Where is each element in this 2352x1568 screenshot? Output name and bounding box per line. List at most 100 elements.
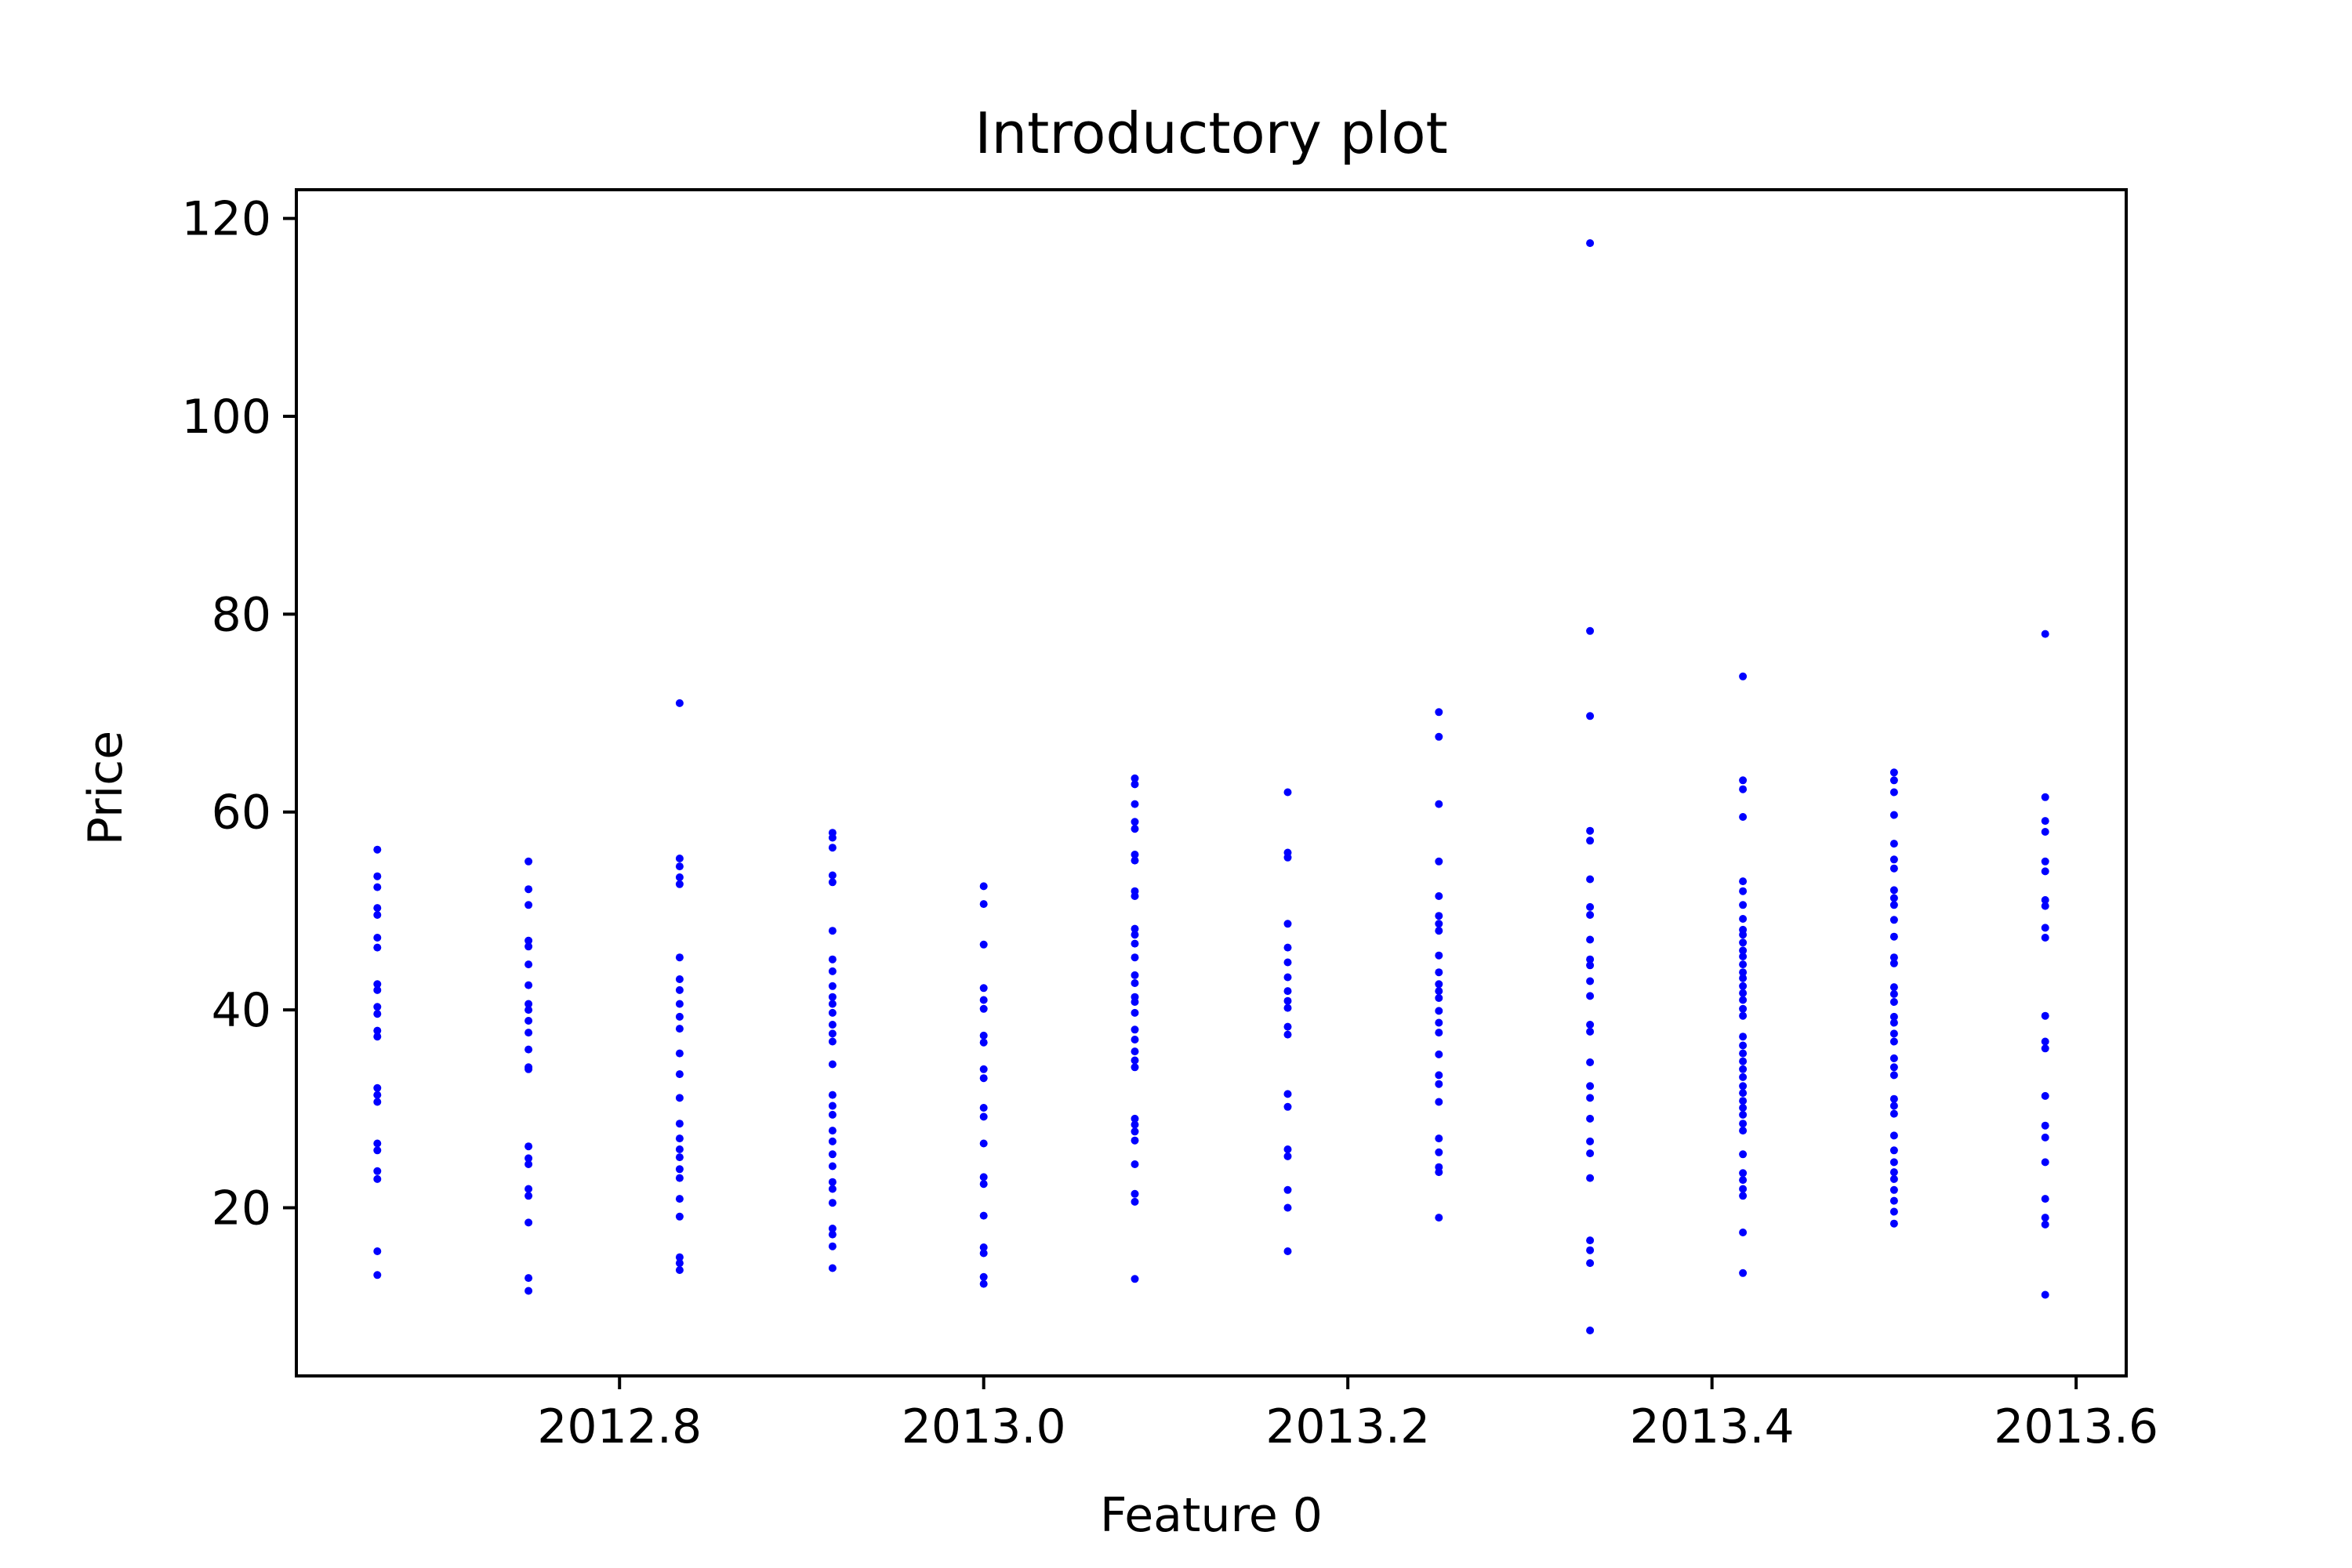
data-point xyxy=(373,911,382,919)
data-point xyxy=(1586,1246,1595,1254)
data-point xyxy=(1889,886,1898,895)
data-point xyxy=(828,1000,837,1008)
data-point xyxy=(1889,1029,1898,1038)
data-point xyxy=(524,942,533,951)
data-point xyxy=(1739,1073,1748,1081)
data-point xyxy=(1283,1247,1292,1255)
data-point xyxy=(1283,987,1292,996)
data-point xyxy=(1889,1071,1898,1080)
data-point xyxy=(1889,1168,1898,1177)
data-point xyxy=(2041,1121,2049,1130)
data-point xyxy=(2041,1290,2049,1299)
data-point xyxy=(1739,1120,1748,1128)
data-point xyxy=(828,1162,837,1171)
data-point xyxy=(1131,774,1139,782)
data-point xyxy=(1889,788,1898,797)
data-point xyxy=(1739,887,1748,895)
data-point xyxy=(675,1134,684,1143)
data-point xyxy=(373,1033,382,1041)
data-point xyxy=(675,1253,684,1261)
data-point xyxy=(373,934,382,942)
x-tick-label: 2013.0 xyxy=(902,1399,1066,1454)
x-axis-ticks: 2012.8 2013.0 2013.2 2013.4 2013.6 xyxy=(537,1376,2158,1454)
data-point xyxy=(828,967,837,975)
data-point xyxy=(979,1038,988,1047)
data-point xyxy=(1283,1203,1292,1212)
data-point xyxy=(675,1259,684,1268)
data-point xyxy=(1586,626,1595,635)
data-point xyxy=(2041,793,2049,801)
data-point xyxy=(1283,996,1292,1005)
data-point xyxy=(675,985,684,994)
data-point xyxy=(373,943,382,952)
data-point xyxy=(1889,1207,1898,1216)
data-point xyxy=(1283,943,1292,952)
data-point xyxy=(1586,961,1595,970)
data-point xyxy=(675,1000,684,1008)
data-point xyxy=(1889,894,1898,902)
data-point xyxy=(1131,1114,1139,1123)
data-point xyxy=(1131,1136,1139,1145)
data-point xyxy=(1131,1056,1139,1065)
data-point xyxy=(2041,1220,2049,1229)
data-point xyxy=(524,1006,533,1014)
data-point xyxy=(675,1049,684,1058)
data-point xyxy=(1586,875,1595,884)
data-point xyxy=(1131,931,1139,939)
data-point xyxy=(1889,840,1898,848)
data-point xyxy=(979,1031,988,1040)
data-point xyxy=(675,880,684,888)
data-point xyxy=(675,953,684,962)
y-tick-label: 20 xyxy=(212,1181,271,1236)
data-point xyxy=(373,1003,382,1011)
data-points xyxy=(373,239,2049,1334)
data-point xyxy=(1889,983,1898,992)
data-point xyxy=(1739,672,1748,681)
data-point xyxy=(1739,1150,1748,1159)
data-point xyxy=(1131,1275,1139,1283)
data-point xyxy=(675,1266,684,1274)
data-point xyxy=(828,927,837,935)
data-point xyxy=(675,1195,684,1203)
data-point xyxy=(828,982,837,990)
data-point xyxy=(373,1174,382,1183)
data-point xyxy=(1739,1104,1748,1112)
data-point xyxy=(1586,1027,1595,1036)
data-point xyxy=(1131,1120,1139,1129)
data-point xyxy=(828,878,837,887)
data-point xyxy=(1131,1197,1139,1206)
y-axis-ticks: 20 40 60 80 100 120 xyxy=(181,192,296,1236)
data-point xyxy=(1283,958,1292,967)
data-point xyxy=(1435,1050,1443,1058)
data-point xyxy=(524,1065,533,1073)
data-point xyxy=(1131,1063,1139,1072)
data-point xyxy=(828,833,837,842)
data-point xyxy=(979,1112,988,1121)
data-point xyxy=(524,1045,533,1054)
data-point xyxy=(373,1271,382,1279)
data-point xyxy=(979,1249,988,1258)
data-point xyxy=(979,1065,988,1073)
data-point xyxy=(1131,1036,1139,1044)
data-point xyxy=(1283,1145,1292,1153)
data-point xyxy=(1889,1109,1898,1118)
data-point xyxy=(675,1174,684,1182)
data-point xyxy=(1131,1189,1139,1198)
data-point xyxy=(1131,825,1139,833)
data-point xyxy=(979,1104,988,1112)
data-point xyxy=(1739,1041,1748,1050)
data-point xyxy=(979,1243,988,1251)
data-point xyxy=(979,1139,988,1148)
data-point xyxy=(2041,902,2049,910)
data-point xyxy=(979,1004,988,1013)
data-point xyxy=(1435,994,1443,1002)
data-point xyxy=(373,872,382,880)
data-point xyxy=(1739,1057,1748,1065)
data-point xyxy=(1435,857,1443,866)
data-point xyxy=(675,975,684,983)
data-point xyxy=(1739,1004,1748,1013)
data-point xyxy=(1131,979,1139,987)
y-axis-label: Price xyxy=(78,731,133,845)
y-tick-label: 40 xyxy=(212,983,271,1038)
